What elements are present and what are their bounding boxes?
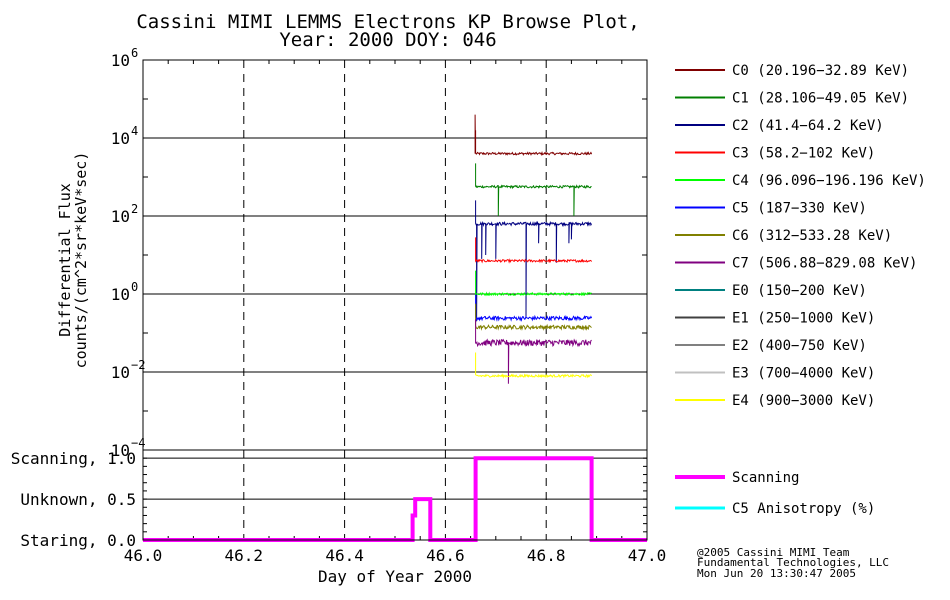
chart-title-line2: Year: 2000 DOY: 046 <box>279 29 496 51</box>
mode-panel-border <box>142 449 648 541</box>
flux-y-tick-base: 10 <box>111 363 130 382</box>
legend-label: Scanning <box>732 470 799 486</box>
mode-y-tick-label: Staring, 0.0 <box>20 531 136 550</box>
flux-y-tick-label: 10 0 <box>111 280 139 304</box>
flux-y-tick-label: 10 2 <box>111 202 139 226</box>
flux-y-tick-exp: 6 <box>131 46 138 60</box>
legend-label: E2 (400−750 KeV) <box>732 338 867 354</box>
legend: C0 (20.196−32.89 KeV) C1 (28.106−49.05 Ke… <box>675 63 926 517</box>
legend-label: C3 (58.2−102 KeV) <box>732 146 875 162</box>
flux-series-line <box>475 319 592 384</box>
legend-label: E3 (700−4000 KeV) <box>732 366 875 382</box>
flux-y-tick-exp: 0 <box>131 280 138 294</box>
flux-y-tick-base: 10 <box>111 285 130 304</box>
legend-label: E4 (900−3000 KeV) <box>732 393 875 409</box>
flux-y-tick-exp: 2 <box>131 202 138 216</box>
flux-series-line <box>475 352 593 379</box>
flux-y-tick-label: 10 4 <box>111 124 139 148</box>
flux-series-line <box>475 237 592 264</box>
legend-label: C5 Anisotropy (%) <box>732 501 875 517</box>
flux-panel-border <box>142 59 648 451</box>
flux-y-tick-exp: −2 <box>131 358 145 372</box>
flux-series-line <box>475 303 592 331</box>
flux-series-line <box>475 270 592 297</box>
legend-label: C5 (187−330 KeV) <box>732 201 867 217</box>
flux-y-tick-label: 10 6 <box>111 46 139 70</box>
flux-y-tick-base: 10 <box>111 207 130 226</box>
x-tick-label: 47.0 <box>628 546 667 565</box>
flux-y-tick-base: 10 <box>111 441 130 460</box>
legend-label: E0 (150−200 KeV) <box>732 283 867 299</box>
x-tick-label: 46.0 <box>124 546 163 565</box>
footer-line1: @2005 Cassini MIMI Team <box>697 546 850 559</box>
legend-label: E1 (250−1000 KeV) <box>732 311 875 327</box>
legend-label: C4 (96.096−196.196 KeV) <box>732 173 926 189</box>
mode-y-tick-label: Unknown, 0.5 <box>20 490 136 509</box>
x-tick-label: 46.2 <box>225 546 264 565</box>
legend-label: C7 (506.88−829.08 KeV) <box>732 256 917 272</box>
footer-line3: Mon Jun 20 13:30:47 2005 <box>697 567 856 580</box>
legend-label: C2 (41.4−64.2 KeV) <box>732 118 884 134</box>
mode-y-tick-label: Scanning, 1.0 <box>11 449 136 468</box>
flux-y-label-line1: Differential Flux <box>56 183 74 337</box>
flux-y-tick-base: 10 <box>111 129 130 148</box>
x-tick-label: 46.6 <box>426 546 465 565</box>
mode-series-line <box>143 456 647 542</box>
legend-label: C1 (28.106−49.05 KeV) <box>732 91 909 107</box>
x-tick-label: 46.8 <box>527 546 566 565</box>
flux-y-tick-base: 10 <box>111 51 130 70</box>
legend-label: C0 (20.196−32.89 KeV) <box>732 63 909 79</box>
flux-y-label-line2: counts/(cm^2*sr*keV*sec) <box>72 152 90 369</box>
flux-series-line <box>474 114 593 157</box>
flux-y-tick-exp: 4 <box>131 124 138 138</box>
flux-y-tick-label: 10 −2 <box>111 358 146 382</box>
x-axis-label: Day of Year 2000 <box>318 567 472 586</box>
flux-series-line <box>475 163 592 217</box>
legend-label: C6 (312−533.28 KeV) <box>732 228 892 244</box>
flux-y-tick-exp: −4 <box>131 436 145 450</box>
flux-series-line <box>475 200 593 322</box>
flux-series-line <box>475 294 593 322</box>
flux-y-tick-label: 10 −4 <box>111 436 146 460</box>
chart-title-line1: Cassini MIMI LEMMS Electrons KP Browse P… <box>136 11 639 33</box>
footer-line2: Fundamental Technologies, LLC <box>697 556 889 569</box>
x-tick-label: 46.4 <box>325 546 364 565</box>
